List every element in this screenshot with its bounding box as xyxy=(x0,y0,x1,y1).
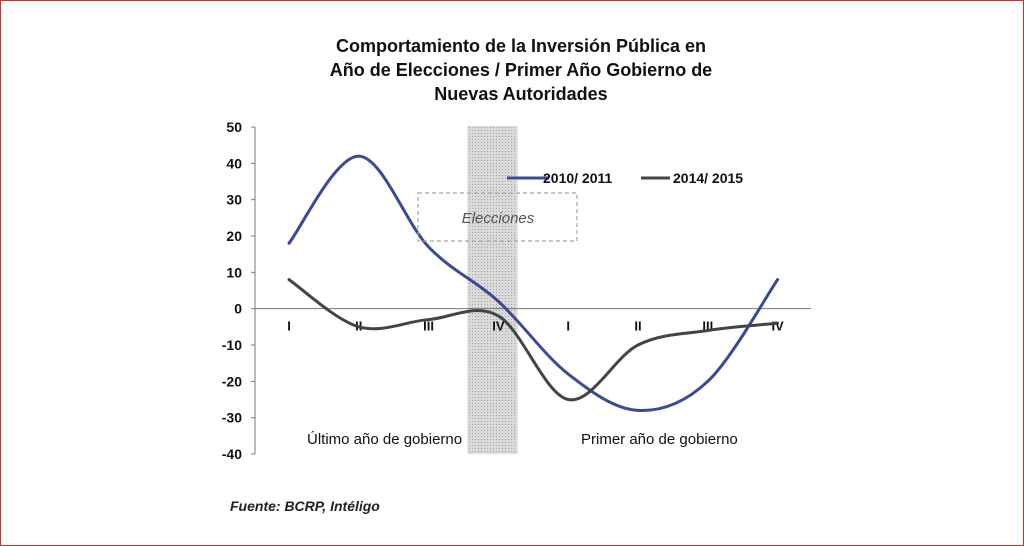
x-tick-label: I xyxy=(566,319,570,334)
x-tick-label: IV xyxy=(492,319,505,334)
chart-title-line-1: Comportamiento de la Inversión Pública e… xyxy=(335,36,707,56)
source-note: Fuente: BCRP, Intéligo xyxy=(230,498,380,514)
y-tick-label: -30 xyxy=(222,410,242,426)
elections-label: Elecciones xyxy=(462,210,535,227)
y-tick-label: 40 xyxy=(226,155,242,171)
legend-label-2010-2011: 2010/ 2011 xyxy=(543,170,613,186)
y-tick-label: 0 xyxy=(234,301,242,317)
elections-band xyxy=(467,126,518,454)
legend: 2010/ 2011 2014/ 2015 xyxy=(507,170,743,186)
x-tick-label: II xyxy=(634,319,641,334)
chart-title: Comportamiento de la Inversión Pública e… xyxy=(221,34,821,106)
chart-title-line-2: Año de Elecciones / Primer Año Gobierno … xyxy=(329,60,713,80)
y-tick-label: -10 xyxy=(222,337,242,353)
last-year-label: Último año de gobierno xyxy=(307,431,462,448)
elections-label-box xyxy=(417,192,578,242)
y-tick-label: 50 xyxy=(226,119,242,135)
series-layer xyxy=(287,154,780,412)
chart-title-line-3: Nuevas Autoridades xyxy=(434,84,608,104)
x-tick-label: IV xyxy=(771,319,784,334)
y-tick-label: 10 xyxy=(226,264,242,280)
series-line-2010-2011 xyxy=(287,154,780,412)
x-tick-label: III xyxy=(702,319,713,334)
series-line-2014-2015 xyxy=(287,278,780,402)
x-tick-label: III xyxy=(423,319,434,334)
y-tick-label: -20 xyxy=(222,373,242,389)
x-tick-label: I xyxy=(287,319,291,334)
first-year-label: Primer año de gobierno xyxy=(581,431,738,448)
y-tick-label: 20 xyxy=(226,228,242,244)
legend-label-2014-2015: 2014/ 2015 xyxy=(673,170,743,186)
y-tick-label: -40 xyxy=(222,446,242,462)
y-axis-ticks: 50 40 30 20 10 0 -10 -20 -30 -40 xyxy=(222,119,255,462)
y-tick-label: 30 xyxy=(226,192,242,208)
